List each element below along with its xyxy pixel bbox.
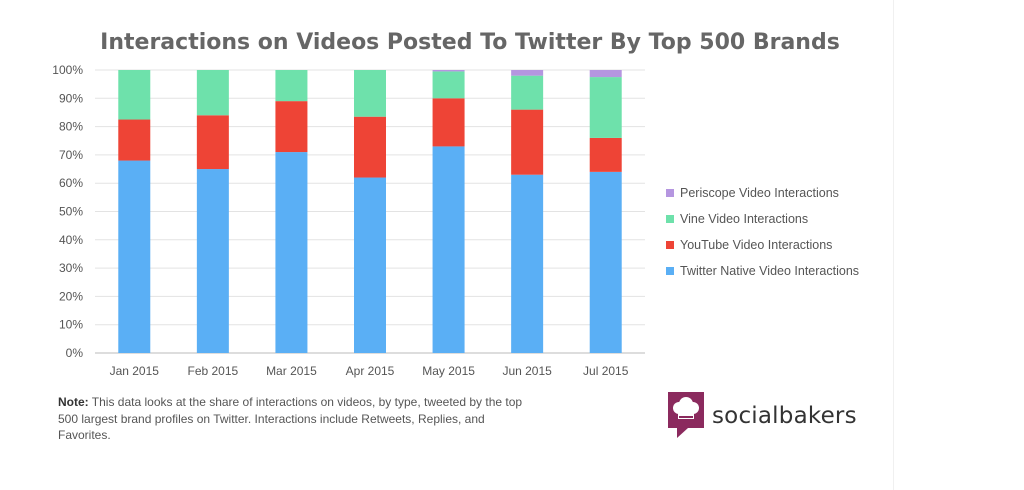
x-tick-label: Mar 2015 — [266, 364, 317, 378]
legend-item: Twitter Native Video Interactions — [666, 258, 859, 284]
legend-item: Periscope Video Interactions — [666, 180, 859, 206]
y-tick-label: 10% — [59, 318, 83, 332]
chart-legend: Periscope Video Interactions Vine Video I… — [666, 180, 859, 284]
note-label: Note: — [58, 395, 89, 409]
x-tick-label: Jul 2015 — [583, 364, 629, 378]
bar-segment — [275, 101, 308, 153]
bar-segment — [196, 115, 229, 170]
legend-label: YouTube Video Interactions — [680, 238, 833, 252]
x-tick-label: Jun 2015 — [502, 364, 552, 378]
y-tick-label: 100% — [52, 63, 83, 77]
bar-segment — [511, 70, 544, 76]
note-text: This data looks at the share of interact… — [58, 395, 523, 442]
bar-segment — [432, 98, 465, 147]
page-edge-line — [893, 0, 894, 490]
legend-item: Vine Video Interactions — [666, 206, 859, 232]
bar-segment — [196, 169, 229, 353]
bar-segment — [511, 75, 544, 110]
legend-item: YouTube Video Interactions — [666, 232, 859, 258]
bar-segment — [118, 160, 151, 353]
y-tick-label: 50% — [59, 205, 83, 219]
bar-segment — [432, 146, 465, 353]
bar-segment — [432, 71, 465, 99]
bar-segment — [118, 70, 151, 120]
x-tick-label: Apr 2015 — [346, 364, 395, 378]
bar-segment — [354, 116, 386, 178]
bar-segment — [275, 70, 308, 102]
bar-segment — [589, 171, 622, 353]
bar-segment — [589, 77, 622, 138]
legend-swatch — [666, 241, 674, 249]
bar-segment — [589, 137, 622, 172]
y-tick-label: 20% — [59, 289, 83, 303]
bar-segment — [196, 70, 229, 116]
y-tick-label: 70% — [59, 148, 83, 162]
legend-swatch — [666, 267, 674, 275]
legend-swatch — [666, 215, 674, 223]
bar-segment — [118, 119, 151, 161]
y-tick-label: 0% — [66, 346, 84, 360]
bar-segment — [511, 174, 544, 353]
legend-label: Vine Video Interactions — [680, 212, 809, 226]
bar-segment — [275, 152, 308, 353]
bar-segment — [432, 70, 465, 72]
legend-label: Periscope Video Interactions — [680, 186, 839, 200]
bar-segment — [354, 177, 386, 353]
bar-segment — [589, 70, 622, 78]
y-tick-label: 40% — [59, 233, 83, 247]
x-tick-label: Jan 2015 — [110, 364, 160, 378]
bar-segment — [511, 109, 544, 175]
y-tick-label: 80% — [59, 120, 83, 134]
brand-name: socialbakers — [712, 403, 857, 429]
x-tick-label: May 2015 — [422, 364, 475, 378]
bar-segment — [354, 70, 386, 117]
chart-note: Note: This data looks at the share of in… — [58, 394, 538, 444]
legend-label: Twitter Native Video Interactions — [680, 264, 860, 278]
legend-swatch — [666, 189, 674, 197]
y-tick-label: 30% — [59, 261, 83, 275]
y-tick-label: 90% — [59, 91, 83, 105]
y-tick-label: 60% — [59, 176, 83, 190]
chef-hat-icon — [668, 392, 704, 438]
socialbakers-logo: socialbakers — [668, 392, 857, 440]
chart-title: Interactions on Videos Posted To Twitter… — [100, 30, 840, 55]
x-tick-label: Feb 2015 — [187, 364, 238, 378]
stacked-bar-chart: 0% 10% 20% 30% 40% 50% 60% 70% 80% 90% 100% Jan 201… — [52, 63, 645, 378]
